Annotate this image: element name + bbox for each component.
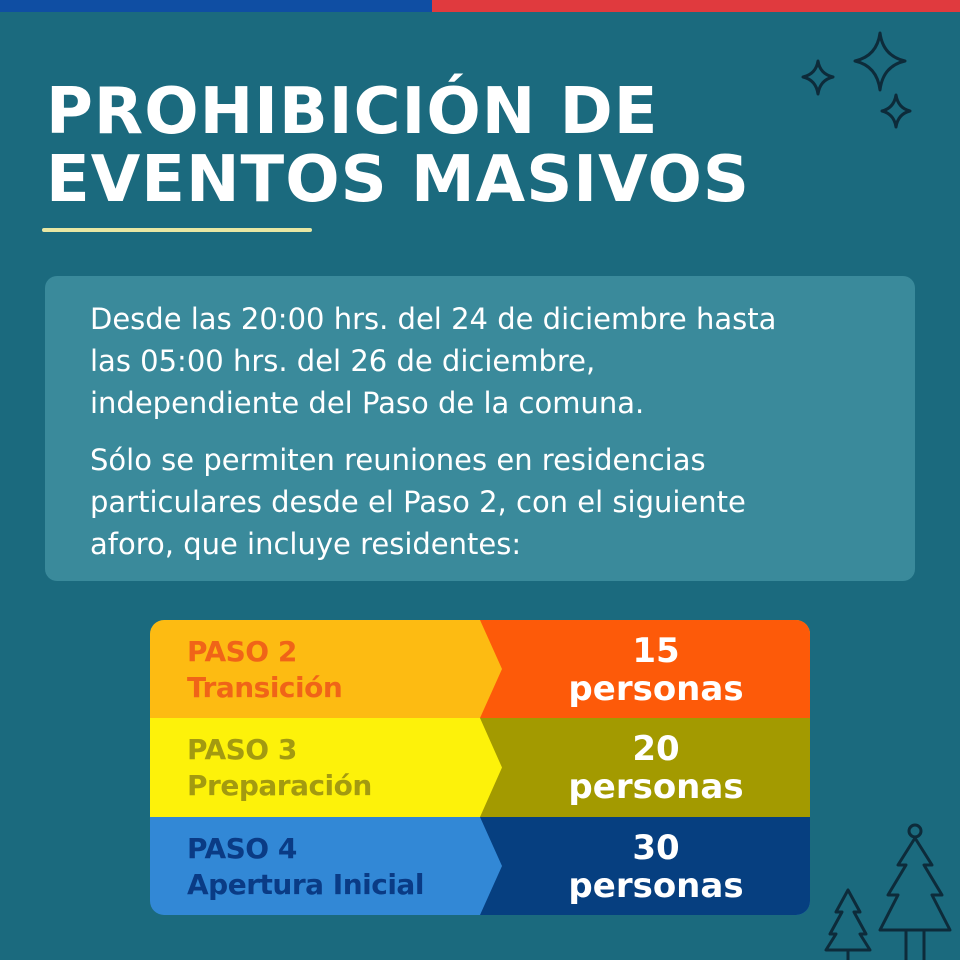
christmas-trees-icon [824, 823, 952, 960]
capacity-count: 30 personas [502, 829, 810, 905]
count-unit: personas [568, 866, 744, 906]
date-range-line-2: las 05:00 hrs. del 26 de diciembre, [90, 344, 596, 378]
sparkle-stars-icon [801, 31, 912, 129]
count-value: 20 [632, 729, 680, 769]
table-row-paso-4: PASO 4 Apertura Inicial 30 personas [150, 817, 810, 915]
step-phase: Transición [187, 671, 343, 704]
count-unit: personas [568, 767, 744, 807]
date-range-line-3: independiente del Paso de la comuna. [90, 386, 645, 420]
count-cell [480, 817, 810, 915]
capacity-text: Sólo se permiten reuniones en residencia… [90, 439, 890, 565]
count-cell [480, 718, 810, 817]
capacity-table: PASO 2 Transición 15 personas PASO 3 Pre… [150, 620, 810, 915]
count-unit: personas [568, 669, 744, 709]
capacity-line-2: particulares desde el Paso 2, con el sig… [90, 485, 746, 519]
capacity-line-1: Sólo se permiten reuniones en residencia… [90, 443, 706, 477]
date-range-text: Desde las 20:00 hrs. del 24 de diciembre… [90, 298, 890, 424]
step-name: PASO 4 [187, 832, 297, 865]
date-range-line-1: Desde las 20:00 hrs. del 24 de diciembre… [90, 302, 777, 336]
count-value: 30 [632, 828, 680, 868]
capacity-line-3: aforo, que incluye residentes: [90, 527, 522, 561]
flag-stripe-blue [0, 0, 432, 12]
step-label: PASO 4 Apertura Inicial [187, 831, 424, 903]
count-value: 15 [632, 631, 680, 671]
info-box: Desde las 20:00 hrs. del 24 de diciembre… [45, 276, 915, 581]
title-line-2: EVENTOS MASIVOS [46, 143, 750, 217]
step-phase: Preparación [187, 769, 372, 802]
page-title: PROHIBICIÓN DE EVENTOS MASIVOS [46, 78, 750, 214]
step-name: PASO 2 [187, 635, 297, 668]
capacity-count: 15 personas [502, 632, 810, 708]
step-label: PASO 2 Transición [187, 634, 343, 706]
table-row-paso-3: PASO 3 Preparación 20 personas [150, 718, 810, 817]
count-cell [480, 620, 810, 718]
step-phase: Apertura Inicial [187, 868, 424, 901]
step-name: PASO 3 [187, 733, 297, 766]
step-label: PASO 3 Preparación [187, 732, 372, 804]
title-line-1: PROHIBICIÓN DE [46, 75, 659, 149]
flag-stripe-red [432, 0, 960, 12]
table-row-paso-2: PASO 2 Transición 15 personas [150, 620, 810, 718]
capacity-count: 20 personas [502, 730, 810, 806]
title-underline [42, 228, 312, 232]
